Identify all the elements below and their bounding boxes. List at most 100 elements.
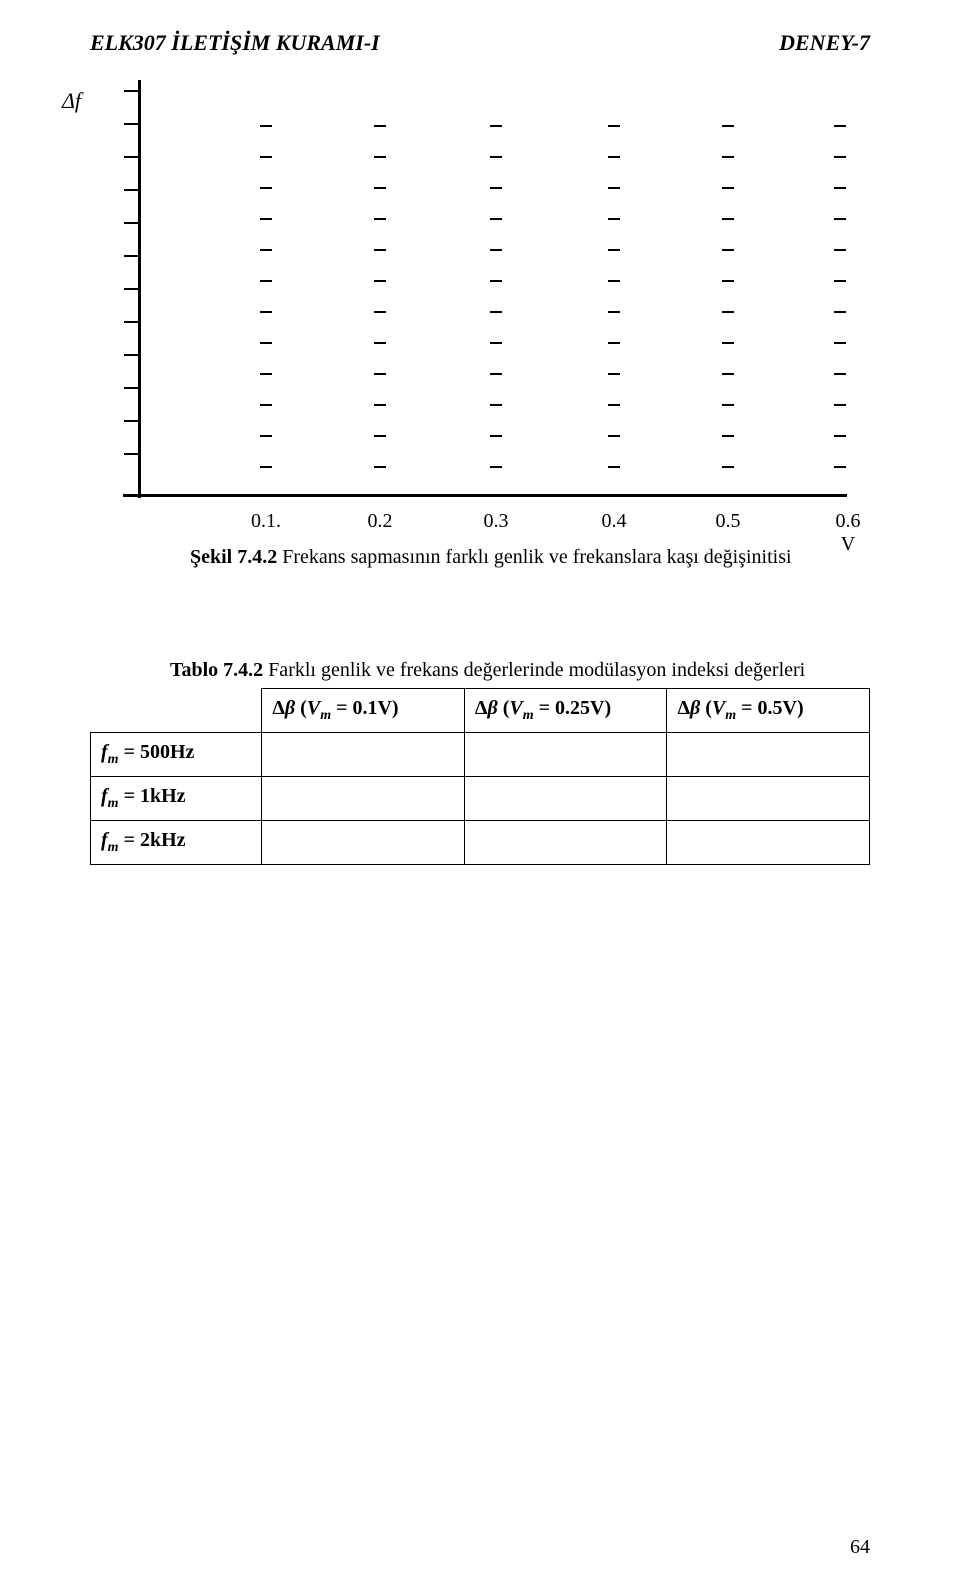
figure-caption-lead: Şekil 7.4.2 <box>190 546 277 568</box>
x-axis-line <box>123 494 847 497</box>
grid-dash <box>722 249 734 251</box>
grid-dash <box>608 435 620 437</box>
grid-dash <box>722 342 734 344</box>
grid-dash <box>260 156 272 158</box>
grid-dash <box>834 435 846 437</box>
grid-dash <box>490 156 502 158</box>
chart-container: Δf 0.1.0.20.30.40.50.6 V <box>90 80 870 540</box>
grid-dash <box>722 435 734 437</box>
grid-dash <box>722 404 734 406</box>
grid-dash <box>490 466 502 468</box>
grid-dash <box>374 280 386 282</box>
figure-caption-text: Frekans sapmasının farklı genlik ve frek… <box>277 546 791 568</box>
grid-dash <box>374 342 386 344</box>
grid-dash <box>374 404 386 406</box>
grid-dash <box>374 156 386 158</box>
table-row: fm = 2kHz <box>91 821 870 865</box>
grid-dash <box>374 125 386 127</box>
table-row: fm = 500Hz <box>91 733 870 777</box>
table-cell <box>262 733 465 777</box>
grid-dash <box>490 311 502 313</box>
grid-dash <box>834 311 846 313</box>
grid-dash <box>608 466 620 468</box>
grid-dash <box>834 218 846 220</box>
x-axis-tick-label: 0.2 <box>368 510 393 533</box>
header-right: DENEY-7 <box>779 30 870 56</box>
y-axis-tick <box>124 90 138 92</box>
y-axis-tick <box>124 453 138 455</box>
table-caption-text: Farklı genlik ve frekans değerlerinde mo… <box>263 659 805 681</box>
grid-dash <box>374 466 386 468</box>
grid-dash <box>834 404 846 406</box>
grid-dash <box>608 404 620 406</box>
grid-dash <box>722 311 734 313</box>
grid-dash <box>260 125 272 127</box>
table-caption: Tablo 7.4.2 Farklı genlik ve frekans değ… <box>90 659 870 682</box>
y-axis-tick <box>124 354 138 356</box>
grid-dash <box>374 218 386 220</box>
table-header-cell: Δβ (Vm = 0.25V) <box>464 689 667 733</box>
y-axis-tick <box>124 189 138 191</box>
table-cell: fm = 500Hz <box>91 733 262 777</box>
grid-dash <box>834 156 846 158</box>
grid-dash <box>608 373 620 375</box>
grid-dash <box>722 125 734 127</box>
grid-dash <box>722 373 734 375</box>
table-section: Tablo 7.4.2 Farklı genlik ve frekans değ… <box>90 659 870 865</box>
y-axis-tick <box>124 255 138 257</box>
x-axis-tick-label: 0.3 <box>484 510 509 533</box>
grid-dash <box>490 280 502 282</box>
page-number: 64 <box>850 1536 870 1559</box>
grid-dash <box>608 187 620 189</box>
grid-dash <box>490 187 502 189</box>
y-axis-tick <box>124 156 138 158</box>
table-cell <box>464 777 667 821</box>
grid-dash <box>722 156 734 158</box>
grid-dash <box>374 249 386 251</box>
modulation-index-table: Δβ (Vm = 0.1V)Δβ (Vm = 0.25V)Δβ (Vm = 0.… <box>90 688 870 865</box>
x-axis-tick-label: 0.4 <box>602 510 627 533</box>
grid-dash <box>490 404 502 406</box>
table-header-row: Δβ (Vm = 0.1V)Δβ (Vm = 0.25V)Δβ (Vm = 0.… <box>91 689 870 733</box>
grid-dash <box>834 249 846 251</box>
grid-dash <box>722 280 734 282</box>
grid-dash <box>260 249 272 251</box>
grid-dash <box>608 311 620 313</box>
table-cell <box>667 821 870 865</box>
grid-dash <box>260 435 272 437</box>
grid-dash <box>374 435 386 437</box>
x-axis-tick-label: 0.1. <box>251 510 281 533</box>
chart-y-axis-label: Δf <box>62 88 81 114</box>
table-cell <box>667 777 870 821</box>
grid-dash <box>260 404 272 406</box>
grid-dash <box>374 187 386 189</box>
figure-caption: Şekil 7.4.2 Frekans sapmasının farklı ge… <box>90 546 870 569</box>
table-caption-lead: Tablo 7.4.2 <box>170 659 263 681</box>
grid-dash <box>490 125 502 127</box>
grid-dash <box>722 466 734 468</box>
grid-dash <box>834 125 846 127</box>
grid-dash <box>834 187 846 189</box>
grid-dash <box>608 280 620 282</box>
table-header-cell: Δβ (Vm = 0.1V) <box>262 689 465 733</box>
grid-dash <box>834 342 846 344</box>
y-axis-tick <box>124 420 138 422</box>
grid-dash <box>490 249 502 251</box>
grid-dash <box>260 466 272 468</box>
y-axis-tick <box>124 387 138 389</box>
table-cell <box>262 777 465 821</box>
header-left: ELK307 İLETİŞİM KURAMI-I <box>90 30 380 56</box>
x-axis-tick-label: 0.6 V <box>836 510 861 556</box>
y-axis-tick <box>124 123 138 125</box>
table-row: fm = 1kHz <box>91 777 870 821</box>
grid-dash <box>260 280 272 282</box>
grid-dash <box>260 218 272 220</box>
y-axis-tick <box>124 288 138 290</box>
grid-dash <box>490 435 502 437</box>
grid-dash <box>260 187 272 189</box>
grid-dash <box>722 187 734 189</box>
grid-dash <box>608 342 620 344</box>
table-cell: fm = 1kHz <box>91 777 262 821</box>
page-header: ELK307 İLETİŞİM KURAMI-I DENEY-7 <box>90 30 870 56</box>
table-cell: fm = 2kHz <box>91 821 262 865</box>
